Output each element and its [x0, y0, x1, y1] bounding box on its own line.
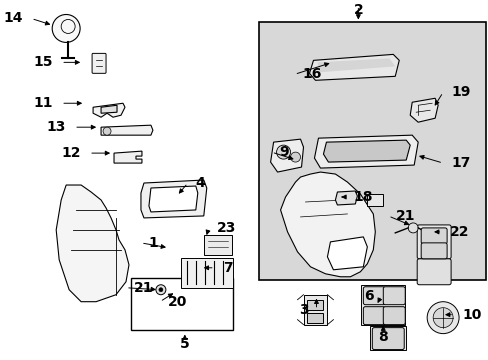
Text: 21: 21	[134, 281, 153, 295]
Circle shape	[407, 223, 417, 233]
Polygon shape	[409, 98, 437, 122]
Text: 19: 19	[450, 85, 469, 99]
Polygon shape	[141, 180, 206, 218]
Text: 2: 2	[353, 3, 363, 17]
Polygon shape	[101, 105, 117, 113]
Text: 1: 1	[149, 236, 159, 250]
Text: 20: 20	[167, 295, 187, 309]
Text: 12: 12	[61, 146, 81, 160]
Text: 23: 23	[216, 221, 236, 235]
Text: 18: 18	[353, 190, 372, 204]
FancyBboxPatch shape	[416, 259, 450, 285]
Circle shape	[290, 152, 300, 162]
Bar	[258, 22, 485, 280]
FancyBboxPatch shape	[420, 243, 446, 259]
Bar	[181, 258, 232, 288]
FancyBboxPatch shape	[371, 328, 404, 350]
Polygon shape	[114, 151, 142, 163]
Circle shape	[159, 288, 163, 292]
Circle shape	[52, 14, 80, 42]
Text: 17: 17	[450, 156, 469, 170]
Bar	[303, 295, 327, 325]
Circle shape	[103, 127, 111, 135]
FancyBboxPatch shape	[420, 228, 446, 244]
Polygon shape	[314, 135, 417, 168]
FancyBboxPatch shape	[383, 287, 405, 305]
Polygon shape	[323, 140, 409, 162]
Polygon shape	[149, 186, 197, 212]
Circle shape	[432, 308, 452, 328]
FancyBboxPatch shape	[363, 307, 385, 325]
Text: 4: 4	[195, 176, 205, 190]
FancyBboxPatch shape	[92, 53, 106, 73]
Text: 6: 6	[363, 289, 372, 303]
Polygon shape	[93, 103, 125, 117]
Polygon shape	[270, 139, 303, 172]
Text: 9: 9	[279, 145, 288, 159]
Text: 16: 16	[302, 67, 321, 81]
Bar	[366, 194, 383, 206]
Text: 22: 22	[449, 225, 468, 239]
Polygon shape	[327, 237, 366, 270]
Bar	[307, 300, 323, 310]
Text: 11: 11	[34, 96, 53, 110]
FancyBboxPatch shape	[383, 307, 405, 325]
Bar	[361, 285, 405, 325]
Polygon shape	[56, 185, 129, 302]
Text: 13: 13	[47, 120, 66, 134]
Text: 5: 5	[180, 337, 189, 351]
Text: 3: 3	[298, 303, 308, 317]
Polygon shape	[317, 58, 394, 72]
Polygon shape	[280, 172, 375, 277]
Text: 8: 8	[378, 330, 387, 343]
Text: 21: 21	[395, 209, 415, 223]
Circle shape	[427, 302, 458, 334]
FancyBboxPatch shape	[416, 225, 450, 259]
FancyBboxPatch shape	[363, 287, 385, 305]
Bar	[203, 235, 231, 255]
Bar	[131, 278, 232, 330]
Text: 15: 15	[34, 55, 53, 69]
Polygon shape	[309, 54, 398, 80]
Polygon shape	[101, 125, 153, 135]
Bar	[369, 326, 406, 350]
Polygon shape	[335, 191, 357, 205]
Text: 10: 10	[461, 308, 481, 322]
Text: 7: 7	[222, 261, 232, 275]
Circle shape	[276, 145, 290, 159]
Text: 14: 14	[4, 12, 23, 26]
Bar	[307, 313, 323, 323]
Circle shape	[156, 285, 165, 295]
